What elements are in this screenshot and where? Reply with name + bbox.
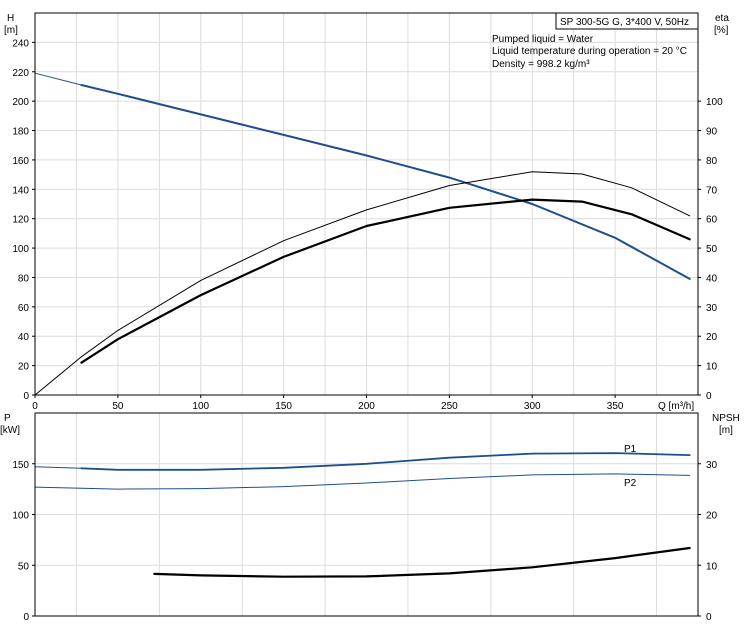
info-line-liquid: Pumped liquid = Water	[492, 34, 594, 45]
bottom-left-tick-label: 0	[23, 612, 29, 623]
top-series-1	[80, 84, 691, 280]
top-right-tick-label: 30	[706, 303, 718, 314]
top-left-tick-label: 120	[12, 215, 29, 226]
top-right-tick-label: 40	[706, 273, 718, 284]
top-left-tick-label: 240	[12, 38, 29, 49]
bottom-right-axis-label-line1: NPSH	[712, 413, 740, 424]
bottom-series-0	[34, 466, 82, 469]
top-left-tick-label: 0	[23, 391, 29, 402]
x-tick-label: 0	[32, 401, 38, 412]
top-right-tick-label: 70	[706, 185, 718, 196]
top-right-tick-label: 80	[706, 156, 718, 167]
x-tick-label: 300	[524, 401, 541, 412]
x-tick-label: 50	[112, 401, 124, 412]
top-left-axis-label-line1: H	[7, 13, 14, 24]
x-tick-label: 350	[607, 401, 624, 412]
info-line-temperature: Liquid temperature during operation = 20…	[492, 46, 687, 57]
bottom-left-axis-label-line1: P	[4, 413, 11, 424]
title-box	[555, 12, 699, 30]
top-left-tick-label: 100	[12, 244, 29, 255]
top-series-3	[80, 198, 691, 364]
top-right-tick-label: 20	[706, 332, 718, 343]
x-tick-label: 150	[275, 401, 292, 412]
top-left-tick-label: 160	[12, 156, 29, 167]
top-series-0	[34, 72, 82, 86]
series-label-p1: P1	[624, 444, 637, 455]
x-tick-label: 100	[192, 401, 209, 412]
top-right-tick-label: 90	[706, 127, 718, 138]
top-right-tick-label: 10	[706, 362, 718, 373]
top-left-tick-label: 180	[12, 127, 29, 138]
top-left-axis-label-line2: [m]	[4, 25, 18, 36]
series-label-p2: P2	[624, 478, 637, 489]
bottom-right-tick-label: 30	[706, 460, 718, 471]
top-left-tick-label: 80	[18, 273, 30, 284]
top-right-tick-label: 60	[706, 215, 718, 226]
top-series-group	[34, 72, 691, 396]
top-right-tick-label: 50	[706, 244, 718, 255]
bottom-series-1	[80, 452, 691, 471]
top-left-tick-label: 40	[18, 332, 30, 343]
top-left-tick-label: 140	[12, 185, 29, 196]
top-left-tick-label: 200	[12, 97, 29, 108]
top-right-axis-label-line1: eta	[715, 13, 729, 24]
bottom-left-tick-label: 150	[12, 460, 29, 471]
top-right-tick-label: 0	[706, 391, 712, 402]
bottom-right-tick-label: 20	[706, 511, 718, 522]
bottom-left-tick-label: 100	[12, 511, 29, 522]
x-axis-label: Q [m³/h]	[658, 401, 694, 412]
bottom-series-3	[153, 546, 691, 578]
bottom-series-2	[34, 473, 691, 490]
top-gridlines	[35, 13, 698, 395]
top-right-axis-label-line2: [%]	[714, 25, 729, 36]
x-tick-label: 250	[441, 401, 458, 412]
bottom-series-group	[34, 452, 691, 578]
bottom-left-axis-label-line2: [kW]	[0, 425, 20, 436]
top-left-tick-label: 60	[18, 303, 30, 314]
bottom-right-tick-label: 10	[706, 561, 718, 572]
tick-labels-group: 0204060801001201401601802002202400102030…	[12, 38, 723, 623]
top-series-2	[34, 171, 691, 396]
bottom-right-axis-label-line2: [m]	[719, 425, 733, 436]
top-right-tick-label: 100	[706, 97, 723, 108]
bottom-left-tick-label: 50	[18, 561, 30, 572]
chart-title: SP 300-5G G, 3*400 V, 50Hz	[560, 17, 689, 28]
top-left-tick-label: 20	[18, 362, 30, 373]
bottom-gridlines	[35, 413, 698, 616]
bottom-right-tick-label: 0	[706, 612, 712, 623]
top-left-tick-label: 220	[12, 68, 29, 79]
info-line-density: Density = 998.2 kg/m³	[492, 59, 590, 70]
x-tick-label: 200	[358, 401, 375, 412]
